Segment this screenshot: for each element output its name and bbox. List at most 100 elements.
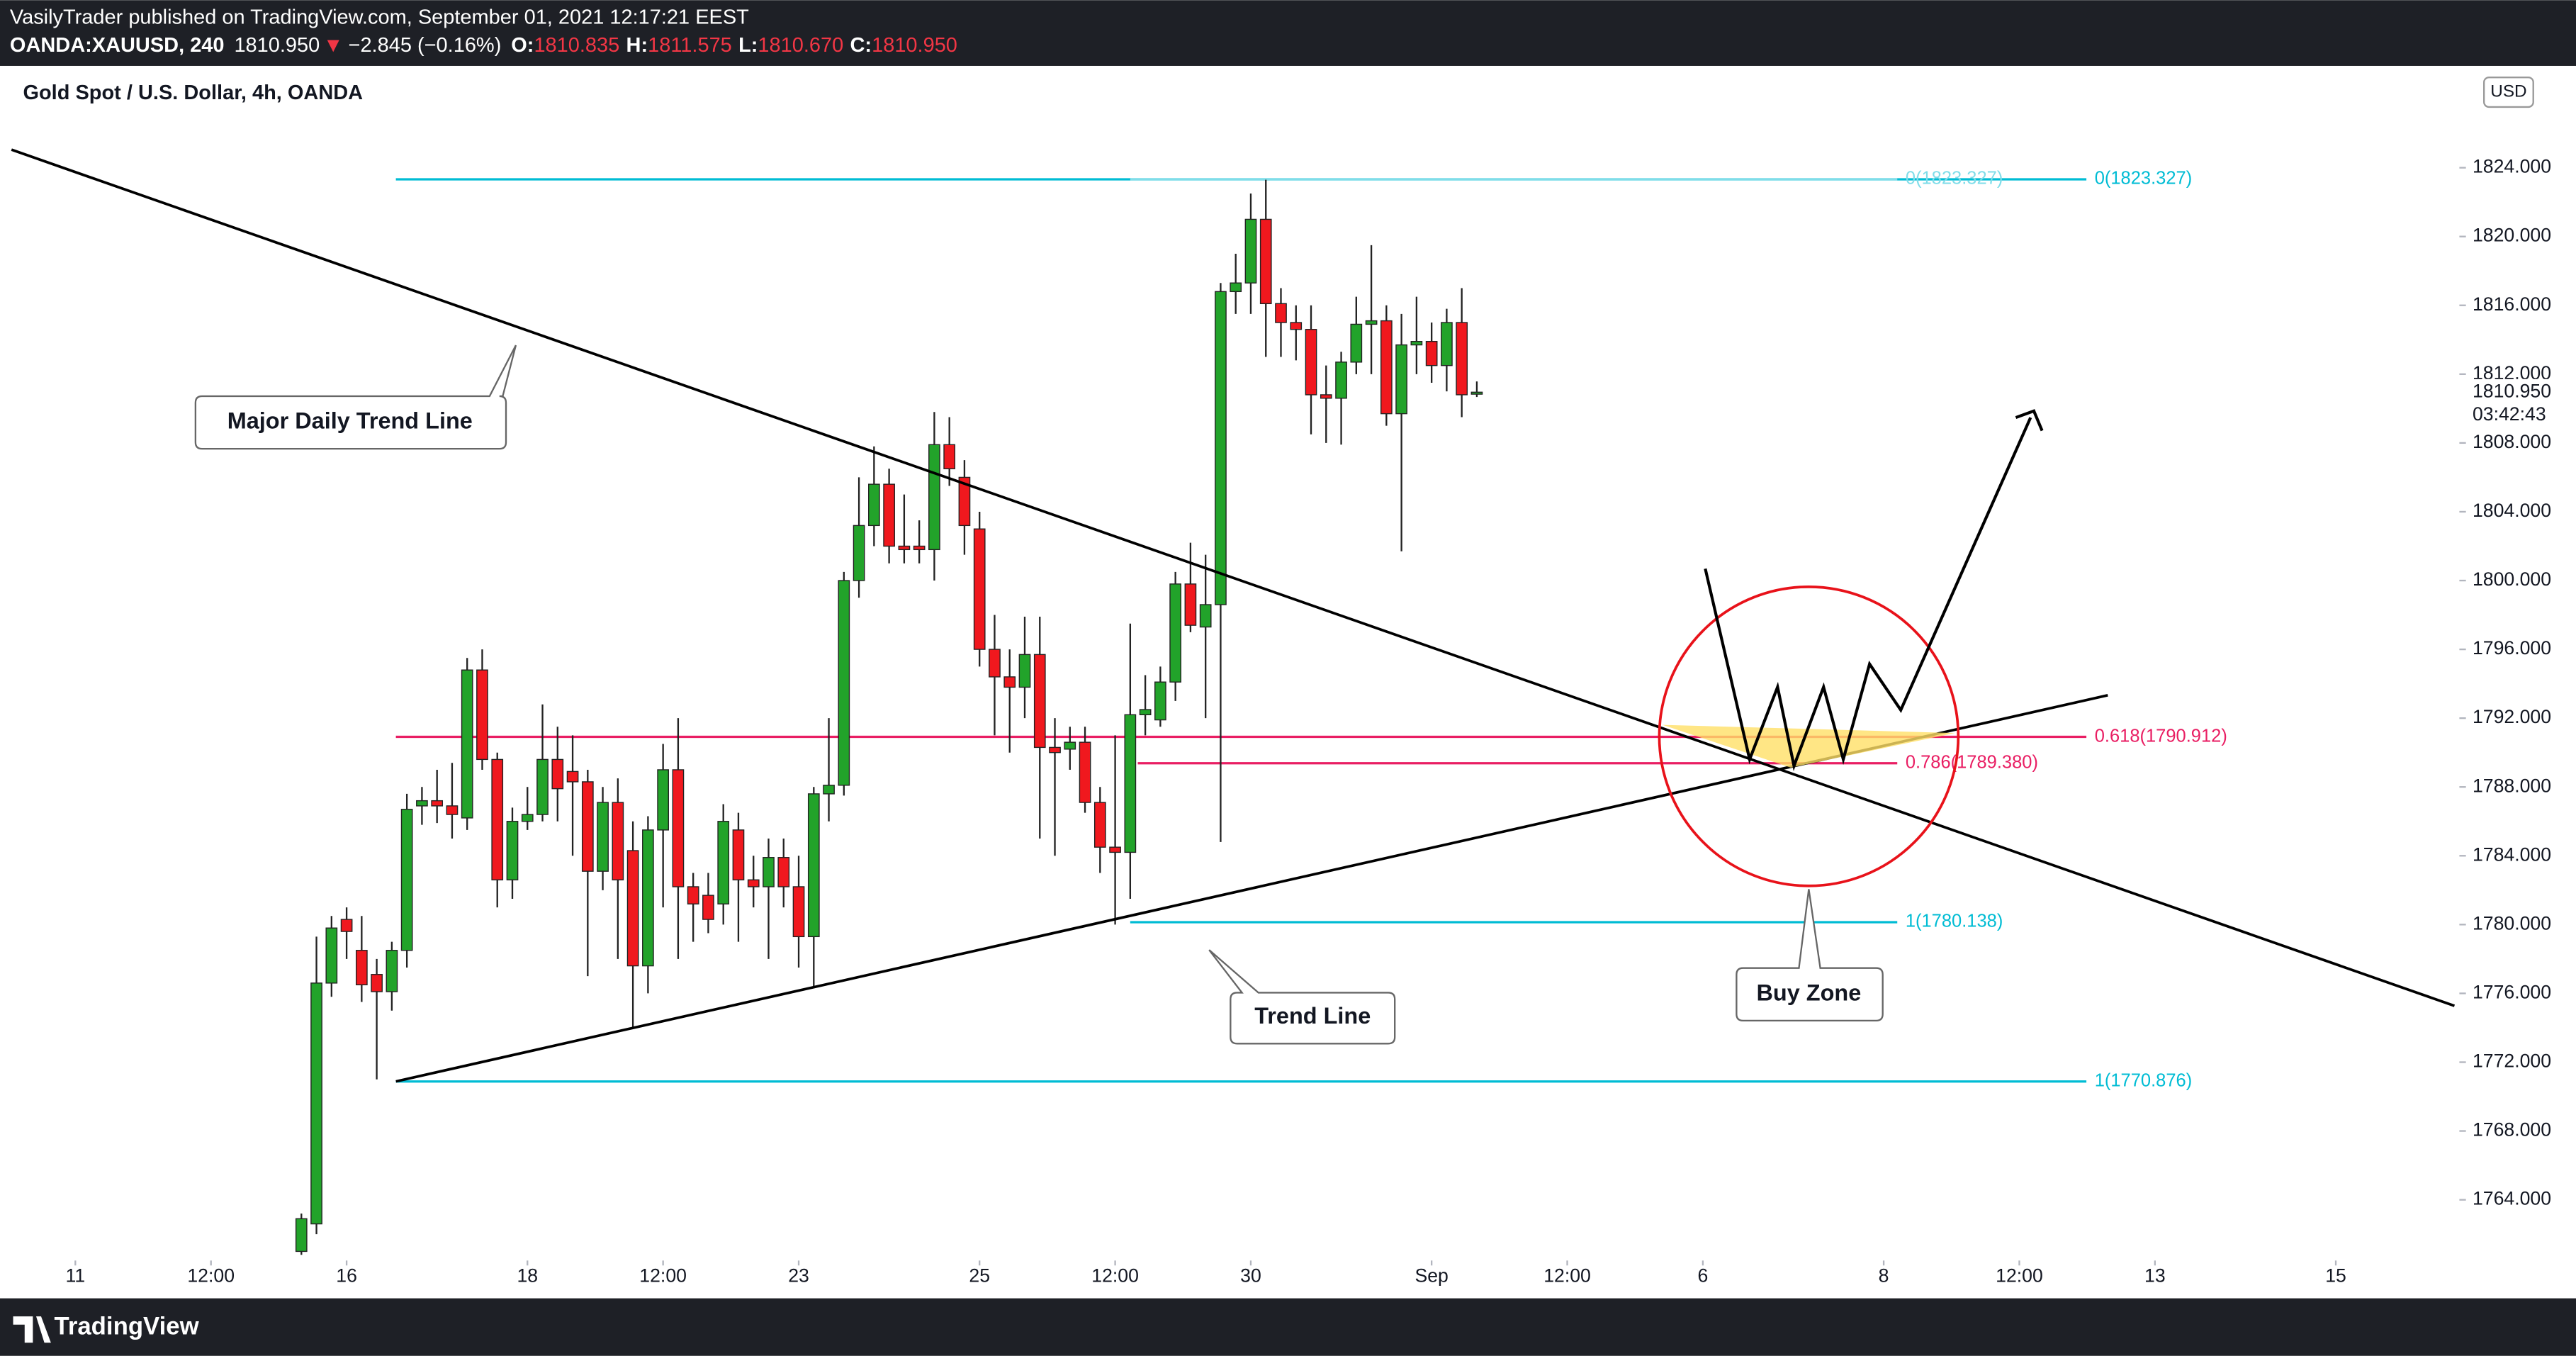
- candle-body: [1380, 320, 1393, 415]
- y-tick-label: 1796.000: [2473, 637, 2551, 659]
- x-tick-label: 12:00: [1543, 1265, 1591, 1287]
- ohlc-key: L:: [738, 34, 758, 57]
- x-tick-label: 16: [336, 1265, 357, 1287]
- fib-label: 0.618(1790.912): [2095, 726, 2227, 746]
- candle-body: [1275, 303, 1287, 323]
- projection-path: [1704, 417, 2032, 771]
- candle-body: [521, 814, 534, 822]
- candle-body: [581, 781, 594, 872]
- candle-body: [1365, 320, 1378, 325]
- currency-box: [2483, 77, 2534, 108]
- candle-body: [928, 444, 940, 551]
- candle-body: [431, 800, 444, 807]
- y-tick-label: 1764.000: [2473, 1188, 2551, 1209]
- candle-body: [371, 974, 383, 992]
- candle-body: [1018, 654, 1031, 688]
- candle-body: [1184, 583, 1197, 626]
- x-tick-label: 12:00: [1091, 1265, 1139, 1287]
- y-tick-label: 1784.000: [2473, 844, 2551, 865]
- fib-label: 0(1823.327): [2095, 169, 2193, 189]
- x-tick-label: 8: [1879, 1265, 1889, 1287]
- callout-text: Buy Zone: [1756, 980, 1861, 1005]
- candle-body: [536, 758, 549, 815]
- x-tick-label: 12:00: [639, 1265, 687, 1287]
- candle-body: [1139, 709, 1152, 715]
- price-axis: 1764.000 1768.000 1772.000 1776.000 1780.000…: [65, 156, 2575, 1287]
- candle-body: [747, 879, 760, 887]
- x-tick-label: 25: [969, 1265, 990, 1287]
- candle-body: [657, 769, 669, 831]
- x-tick-label: 11: [65, 1265, 85, 1287]
- logo-icon: [13, 1316, 51, 1343]
- candle-body: [913, 545, 926, 551]
- candle-body: [626, 850, 639, 967]
- candle-body: [973, 528, 986, 650]
- fib-label: 0(1823.327): [1906, 169, 2003, 189]
- candle-body: [792, 886, 805, 938]
- x-tick-label: 13: [2144, 1265, 2166, 1287]
- candle-body: [1064, 741, 1076, 750]
- x-tick-label: 30: [1240, 1265, 1261, 1287]
- ohlc-value: 1810.950: [872, 34, 957, 57]
- ohlc-key: C:: [850, 34, 872, 57]
- currency: USD: [2490, 82, 2526, 101]
- price-label-box: [2463, 379, 2575, 425]
- candle-body: [491, 758, 504, 880]
- change: −2.845 (−0.16%): [349, 34, 502, 57]
- ohlc-value: 1810.835: [534, 34, 619, 57]
- countdown: 03:42:43: [2473, 403, 2546, 425]
- candle-body: [295, 1218, 308, 1253]
- chart-title: Gold Spot / U.S. Dollar, 4h, OANDA: [23, 82, 363, 104]
- candle-body: [777, 857, 790, 887]
- y-tick-label: 1792.000: [2473, 706, 2551, 727]
- candle-body: [807, 793, 820, 938]
- candle-body: [310, 982, 322, 1225]
- candle-body: [1079, 741, 1091, 803]
- y-tick-label: 1780.000: [2473, 912, 2551, 934]
- y-tick-label: 1816.000: [2473, 293, 2551, 315]
- callout-text: Major Daily Trend Line: [227, 408, 473, 434]
- callout: [1208, 949, 1396, 1045]
- candle-body: [1169, 583, 1181, 683]
- x-tick-label: 12:00: [1996, 1265, 2043, 1287]
- candle-body: [551, 758, 564, 790]
- candle-body: [1093, 802, 1106, 848]
- buy-zone-fill: [1663, 724, 1955, 768]
- candle-body: [672, 769, 685, 887]
- ohlc-value: 1811.575: [648, 34, 732, 57]
- fib-label: 0.786(1789.380): [1906, 752, 2038, 772]
- y-tick-label: 1824.000: [2473, 156, 2551, 177]
- y-tick-label: 1788.000: [2473, 775, 2551, 796]
- candle-body: [476, 669, 488, 761]
- y-tick-label: 1772.000: [2473, 1050, 2551, 1072]
- x-tick-label: 12:00: [187, 1265, 235, 1287]
- buy-zone-circle: [1658, 585, 1960, 887]
- candle-body: [506, 821, 519, 880]
- brand: TradingView: [55, 1313, 200, 1340]
- candle-body: [1124, 714, 1137, 853]
- price-label: 1810.950: [2473, 380, 2551, 401]
- candle-body: [1109, 846, 1121, 853]
- ohlc-value: 1810.670: [758, 34, 843, 57]
- callout: [1736, 889, 1884, 1022]
- candle-body: [325, 927, 338, 984]
- candle-body: [1350, 323, 1363, 363]
- candle-body: [732, 829, 745, 880]
- candle-body: [868, 483, 880, 527]
- candle-body: [1470, 391, 1483, 395]
- candle-body: [883, 483, 895, 547]
- candle-body: [763, 857, 775, 887]
- candle-body: [1049, 746, 1061, 753]
- candle-body: [1154, 681, 1166, 721]
- candle-body: [1259, 218, 1272, 305]
- candle-body: [340, 919, 353, 932]
- candle-body: [461, 669, 473, 819]
- candle-body: [642, 829, 654, 967]
- candle-body: [386, 950, 398, 992]
- ohlc-key: O:: [511, 34, 534, 57]
- candle-body: [687, 886, 699, 904]
- y-tick-label: 1800.000: [2473, 568, 2551, 590]
- candle-body: [1425, 341, 1438, 366]
